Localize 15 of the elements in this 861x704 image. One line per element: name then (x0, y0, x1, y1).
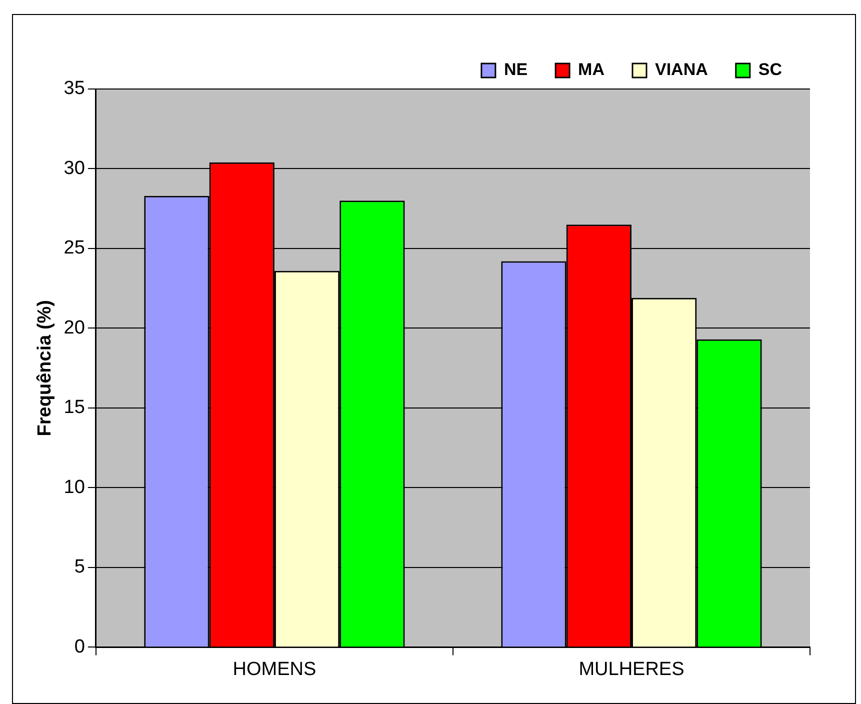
legend-label: VIANA (654, 60, 708, 80)
y-tick-label: 10 (64, 476, 85, 498)
y-axis-title: Frequência (%) (34, 300, 56, 436)
y-tick-label: 5 (74, 556, 85, 578)
y-tick-label: 35 (64, 78, 85, 100)
y-tick-label: 20 (64, 317, 85, 338)
legend-label: MA (578, 60, 605, 80)
legend-label: SC (758, 60, 782, 80)
x-tick-label: MULHERES (578, 658, 684, 680)
y-tick-label: 15 (64, 397, 85, 418)
x-tick-label: HOMENS (232, 658, 316, 680)
y-tick-label: 0 (74, 636, 85, 658)
y-tick-label: 25 (64, 238, 85, 259)
legend-label: NE (504, 60, 528, 80)
y-tick-label: 30 (64, 158, 85, 179)
